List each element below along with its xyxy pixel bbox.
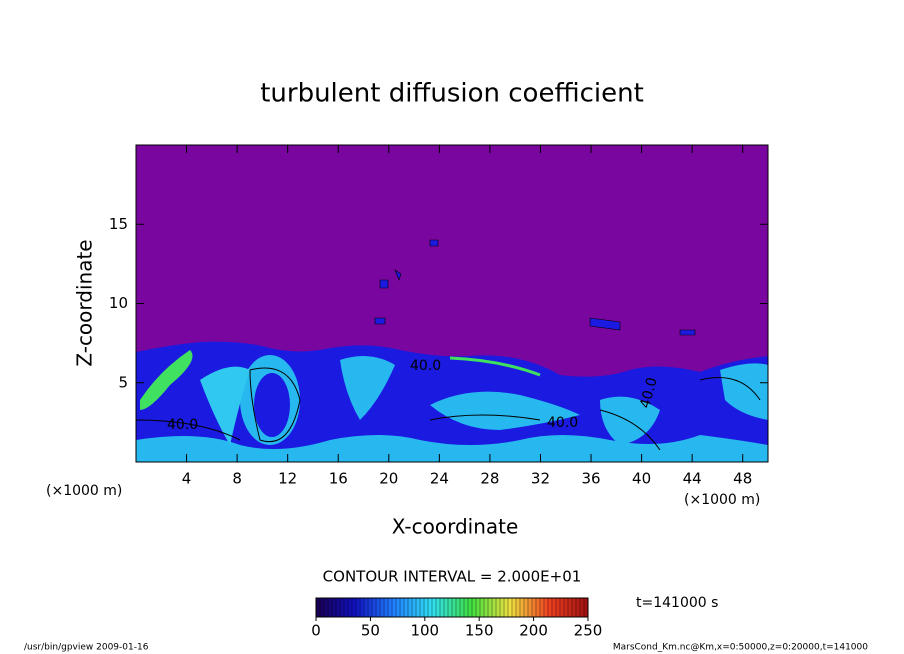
contour-label: 40.0 bbox=[547, 415, 578, 431]
colorbar bbox=[315, 597, 589, 618]
x-tick-label: 44 bbox=[683, 470, 702, 488]
y-tick-label: 5 bbox=[118, 373, 128, 391]
y-tick-label: 15 bbox=[109, 215, 128, 233]
x-tick-label: 4 bbox=[182, 470, 192, 488]
colorbar-tick-label: 150 bbox=[465, 622, 494, 640]
field bbox=[136, 145, 768, 462]
colorbar-tick-label: 250 bbox=[574, 622, 603, 640]
x-tick-label: 28 bbox=[480, 470, 499, 488]
colorbar-tick-label: 200 bbox=[519, 622, 548, 640]
contour-label: 40.0 bbox=[637, 376, 661, 410]
x-tick-label: 32 bbox=[531, 470, 550, 488]
x-tick-label: 16 bbox=[329, 470, 348, 488]
x-tick-label: 36 bbox=[581, 470, 600, 488]
chart-title: turbulent diffusion coefficient bbox=[260, 79, 644, 109]
y-unit: (×1000 m) bbox=[46, 483, 122, 499]
contour-interval: CONTOUR INTERVAL = 2.000E+01 bbox=[323, 568, 582, 586]
footer-left: /usr/bin/gpview 2009-01-16 bbox=[24, 643, 149, 653]
colorbar-tick-label: 50 bbox=[361, 622, 380, 640]
x-tick-label: 40 bbox=[632, 470, 651, 488]
x-tick-label: 20 bbox=[379, 470, 398, 488]
x-tick-label: 8 bbox=[232, 470, 242, 488]
footer-right: MarsCond_Km.nc@Km,x=0:50000,z=0:20000,t=… bbox=[613, 643, 868, 653]
colorbar-tick-label: 0 bbox=[311, 622, 321, 640]
x-tick-label: 12 bbox=[278, 470, 297, 488]
colorbar-tick-label: 100 bbox=[410, 622, 439, 640]
x-unit: (×1000 m) bbox=[684, 492, 760, 508]
contour-label: 40.0 bbox=[167, 417, 198, 433]
y-tick-label: 10 bbox=[109, 294, 128, 312]
time-label: t=141000 s bbox=[636, 595, 718, 611]
contour-label: 40.0 bbox=[410, 358, 441, 374]
x-tick-label: 48 bbox=[733, 470, 752, 488]
x-tick-label: 24 bbox=[430, 470, 449, 488]
y-axis-label: Z-coordinate bbox=[73, 239, 97, 366]
x-axis-label: X-coordinate bbox=[392, 515, 519, 539]
